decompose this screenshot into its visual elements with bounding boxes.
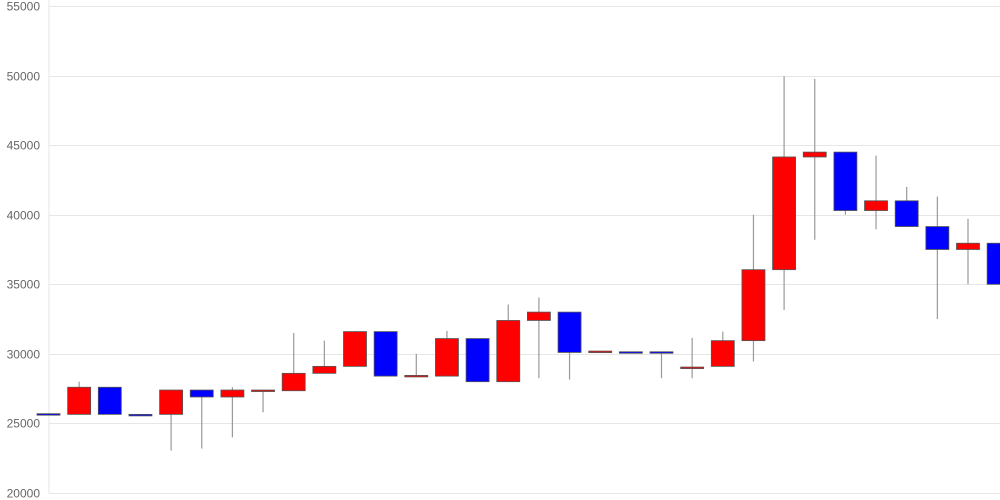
candle-body: [925, 226, 950, 250]
candle-body: [833, 151, 858, 211]
candle: [404, 353, 429, 378]
candle: [649, 351, 674, 379]
candle: [496, 304, 521, 383]
y-tick-label: 40000: [7, 209, 41, 223]
y-tick-label: 50000: [7, 70, 41, 84]
candle-body: [496, 320, 521, 383]
candle: [925, 196, 950, 320]
candle: [864, 155, 888, 230]
y-tick-label: 55000: [7, 0, 41, 14]
candle-body: [527, 311, 551, 321]
candle-body: [557, 311, 582, 353]
candle-body: [159, 389, 184, 415]
candle: [618, 351, 643, 354]
candle-body: [894, 200, 919, 227]
candles: [36, 76, 1000, 451]
candle: [956, 218, 980, 285]
grid: [48, 0, 1000, 494]
candle: [986, 242, 1000, 285]
candle-body: [588, 350, 613, 353]
candle-body: [618, 351, 643, 354]
candle-body: [67, 386, 92, 415]
candle: [435, 330, 459, 377]
candle: [741, 214, 766, 362]
candle-body: [220, 389, 245, 398]
candle-body: [281, 372, 306, 392]
candle: [680, 337, 705, 379]
candle-body: [864, 200, 888, 211]
candle-body: [36, 413, 61, 416]
candle: [312, 340, 337, 374]
candle-body: [465, 338, 490, 383]
candle-body: [373, 331, 398, 377]
y-tick-label: 20000: [7, 487, 41, 500]
candle: [36, 413, 61, 416]
candle-body: [404, 375, 429, 378]
candle-body: [251, 389, 275, 392]
candle-body: [772, 156, 796, 271]
candle: [159, 389, 184, 451]
y-tick-label: 25000: [7, 417, 41, 431]
candle: [465, 338, 490, 383]
candle: [251, 389, 275, 413]
candle: [67, 381, 92, 415]
candle-body: [343, 331, 367, 367]
candle-body: [128, 413, 153, 417]
candle-body: [680, 366, 705, 369]
candle: [189, 389, 214, 449]
candle-body: [710, 340, 735, 367]
candle: [588, 350, 613, 353]
candle: [557, 311, 582, 380]
candle: [894, 186, 919, 227]
candle-body: [986, 242, 1000, 285]
y-axis: 20000 25000 30000 35000 40000 45000 50000 55000: [7, 0, 41, 500]
candle: [97, 386, 122, 415]
candle: [343, 330, 367, 367]
candle: [373, 331, 398, 377]
candle: [281, 332, 306, 392]
candle-body: [435, 338, 459, 377]
candle-body: [97, 386, 122, 415]
candle-body: [189, 389, 214, 398]
candle: [772, 76, 796, 311]
y-tick-label: 45000: [7, 139, 41, 153]
candle: [710, 331, 735, 367]
y-tick-label: 30000: [7, 348, 41, 362]
candle: [802, 79, 827, 240]
y-tick-label: 35000: [7, 278, 41, 292]
candle-body: [741, 269, 766, 342]
candle-body: [802, 151, 827, 158]
candle: [527, 297, 551, 379]
candle: [128, 413, 153, 417]
candle-body: [956, 242, 980, 250]
candle-body: [649, 351, 674, 354]
candle: [833, 151, 858, 215]
candle: [220, 387, 245, 438]
candle-body: [312, 365, 337, 374]
